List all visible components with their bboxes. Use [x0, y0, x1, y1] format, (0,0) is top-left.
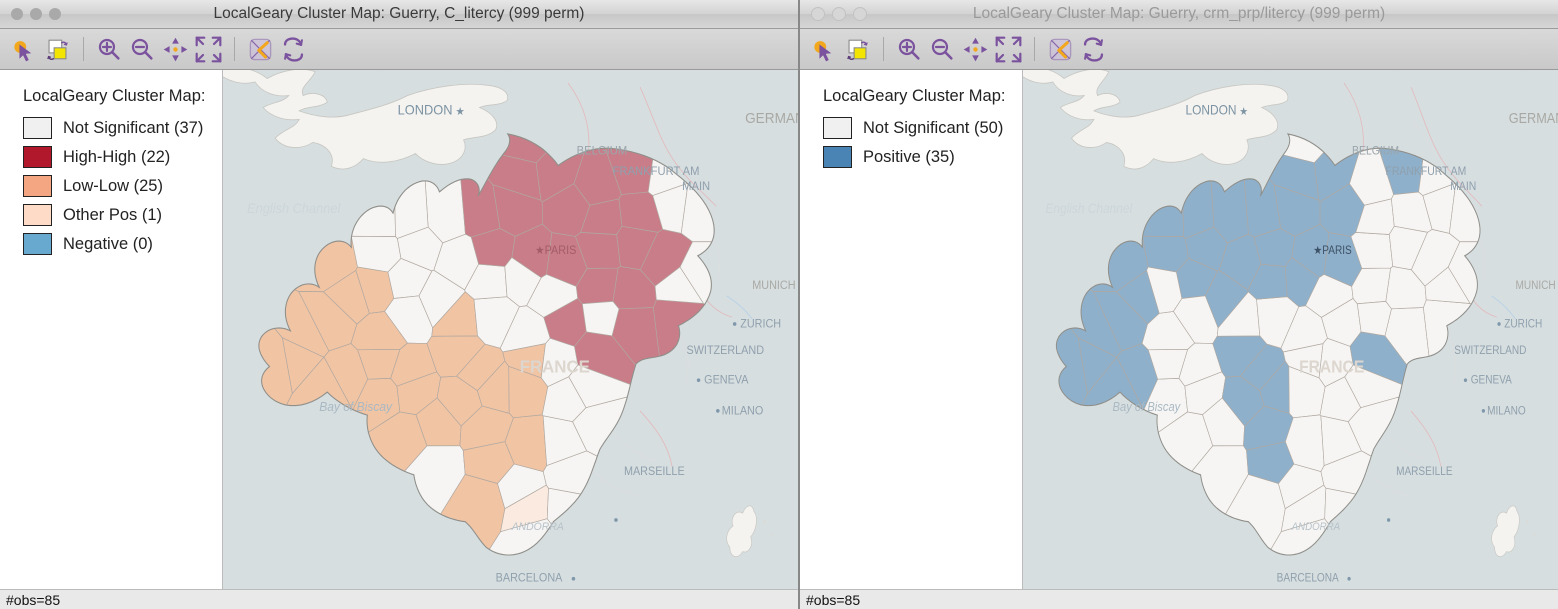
svg-text:SWITZERLAND: SWITZERLAND — [1454, 344, 1526, 357]
svg-text:ANDORRA: ANDORRA — [511, 521, 564, 533]
svg-text:LONDON: LONDON — [398, 102, 453, 117]
svg-text:FRANCE: FRANCE — [520, 356, 590, 377]
svg-text:English Channel: English Channel — [1045, 200, 1133, 216]
svg-text:FRANKFURT AM: FRANKFURT AM — [1386, 165, 1467, 178]
svg-text:MILANO: MILANO — [722, 405, 764, 417]
svg-text:MILANO: MILANO — [1487, 405, 1526, 418]
svg-text:GERMANY: GERMANY — [1509, 110, 1558, 126]
svg-text:MUNICH: MUNICH — [1515, 279, 1555, 292]
svg-text:MAIN: MAIN — [682, 181, 710, 193]
svg-text:Bay of Biscay: Bay of Biscay — [1113, 399, 1182, 414]
svg-text:SWITZERLAND: SWITZERLAND — [687, 345, 765, 357]
svg-text:★: ★ — [1239, 107, 1248, 119]
svg-text:FRANCE: FRANCE — [1299, 357, 1364, 377]
svg-text:GERMANY: GERMANY — [745, 109, 798, 125]
svg-text:BARCELONA: BARCELONA — [1277, 572, 1340, 585]
svg-text:GENEVA: GENEVA — [704, 374, 749, 386]
svg-text:ZURICH: ZURICH — [1504, 318, 1542, 331]
svg-text:★PARIS: ★PARIS — [1313, 245, 1351, 258]
svg-text:★PARIS: ★PARIS — [535, 245, 576, 257]
svg-text:BELGIUM: BELGIUM — [1352, 145, 1399, 158]
svg-text:MAIN: MAIN — [1450, 181, 1476, 194]
svg-text:FRANKFURT AM: FRANKFURT AM — [613, 166, 700, 178]
svg-text:MUNICH: MUNICH — [752, 280, 795, 292]
svg-text:Bay of Biscay: Bay of Biscay — [319, 400, 393, 414]
svg-text:BELGIUM: BELGIUM — [577, 145, 628, 157]
svg-text:ANDORRA: ANDORRA — [1291, 522, 1340, 534]
svg-text:English Channel: English Channel — [247, 201, 341, 216]
svg-text:LONDON: LONDON — [1186, 102, 1237, 118]
svg-text:MARSEILLE: MARSEILLE — [624, 466, 685, 478]
svg-text:★: ★ — [456, 106, 466, 118]
svg-text:MARSEILLE: MARSEILLE — [1396, 465, 1452, 478]
svg-text:ZURICH: ZURICH — [740, 318, 781, 330]
svg-text:BARCELONA: BARCELONA — [496, 572, 563, 584]
svg-text:GENEVA: GENEVA — [1471, 374, 1513, 387]
